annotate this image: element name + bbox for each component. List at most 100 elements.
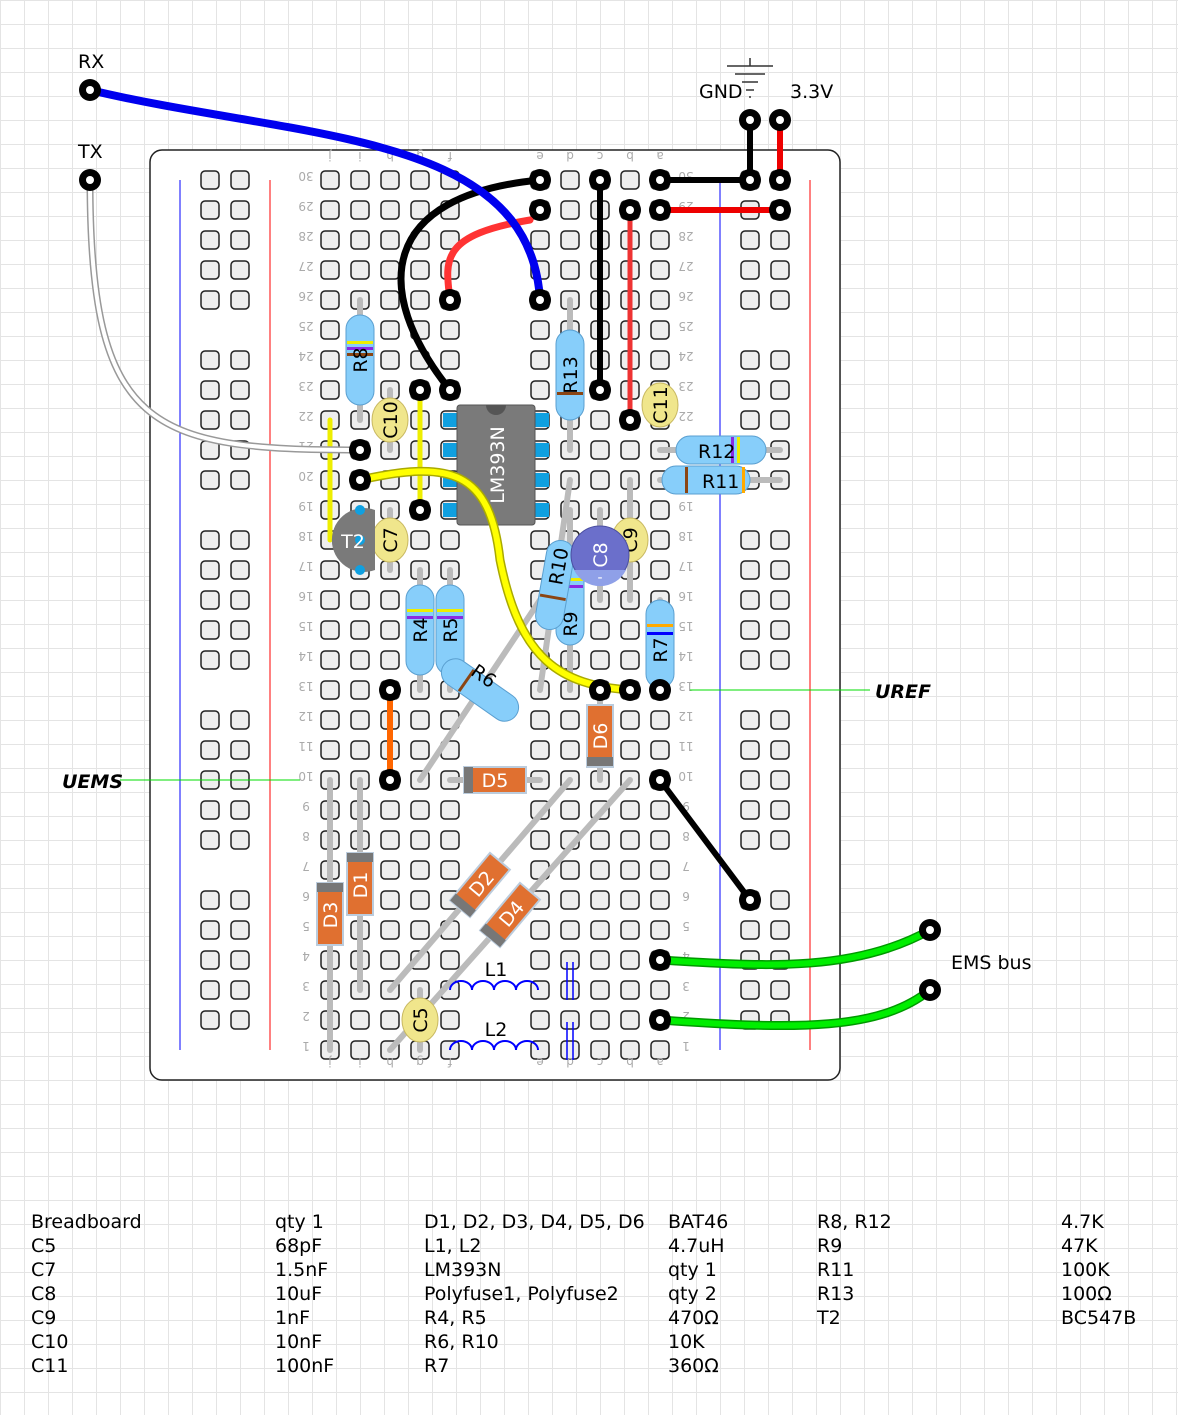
rail-hole[interactable] [230, 470, 250, 490]
resistor-r4[interactable]: R4 [405, 584, 435, 676]
capacitor-c11[interactable]: C11 [641, 382, 679, 428]
breadboard-hole[interactable] [380, 590, 400, 610]
rail-hole[interactable] [740, 980, 760, 1000]
rail-hole[interactable] [200, 980, 220, 1000]
breadboard-hole[interactable] [440, 320, 460, 340]
polyfuse-1[interactable] [566, 962, 574, 1000]
breadboard-hole[interactable] [350, 740, 370, 760]
breadboard-hole[interactable] [650, 230, 670, 250]
inductor-l1[interactable]: L1 [449, 959, 539, 991]
breadboard-hole[interactable] [530, 830, 550, 850]
diode-d6[interactable]: D6 [586, 704, 614, 768]
wire-rx[interactable] [86, 86, 544, 304]
breadboard-hole[interactable] [560, 740, 580, 760]
rail-hole[interactable] [200, 890, 220, 910]
breadboard-hole[interactable] [440, 800, 460, 820]
breadboard-hole[interactable] [590, 440, 610, 460]
ic-lm393n[interactable]: LM393N [443, 404, 549, 526]
rail-hole[interactable] [770, 590, 790, 610]
breadboard-hole[interactable] [590, 980, 610, 1000]
breadboard-hole[interactable] [410, 710, 430, 730]
rail-hole[interactable] [770, 770, 790, 790]
rail-hole[interactable] [740, 230, 760, 250]
breadboard-hole[interactable] [350, 710, 370, 730]
breadboard-hole[interactable] [530, 920, 550, 940]
breadboard-hole[interactable] [650, 530, 670, 550]
resistor-r5[interactable]: R5 [435, 584, 465, 676]
breadboard-hole[interactable] [530, 230, 550, 250]
breadboard-hole[interactable] [560, 920, 580, 940]
breadboard-hole[interactable] [560, 800, 580, 820]
breadboard-hole[interactable] [380, 290, 400, 310]
rail-hole[interactable] [200, 590, 220, 610]
rail-hole[interactable] [740, 650, 760, 670]
breadboard-hole[interactable] [530, 530, 550, 550]
rail-hole[interactable] [770, 290, 790, 310]
breadboard-hole[interactable] [590, 860, 610, 880]
rail-hole[interactable] [200, 830, 220, 850]
rail-hole[interactable] [770, 800, 790, 820]
diode-d3[interactable]: D3 [316, 882, 344, 946]
breadboard-hole[interactable] [320, 260, 340, 280]
breadboard-hole[interactable] [350, 200, 370, 220]
rail-hole[interactable] [200, 200, 220, 220]
breadboard-hole[interactable] [380, 260, 400, 280]
breadboard-hole[interactable] [650, 710, 670, 730]
breadboard-hole[interactable] [560, 200, 580, 220]
breadboard-hole[interactable] [380, 320, 400, 340]
rail-hole[interactable] [230, 260, 250, 280]
rail-hole[interactable] [200, 230, 220, 250]
rail-hole[interactable] [770, 380, 790, 400]
rail-hole[interactable] [200, 620, 220, 640]
rail-hole[interactable] [200, 650, 220, 670]
breadboard-hole[interactable] [620, 710, 640, 730]
breadboard-hole[interactable] [560, 890, 580, 910]
breadboard-hole[interactable] [380, 200, 400, 220]
breadboard-hole[interactable] [350, 1010, 370, 1030]
breadboard-hole[interactable] [320, 170, 340, 190]
resistor-r7[interactable]: R7 [645, 599, 675, 689]
rail-hole[interactable] [200, 290, 220, 310]
resistor-r8[interactable]: R8 [345, 314, 375, 406]
breadboard-hole[interactable] [440, 830, 460, 850]
breadboard-hole[interactable] [380, 950, 400, 970]
breadboard-hole[interactable] [560, 230, 580, 250]
breadboard-hole[interactable] [650, 500, 670, 520]
breadboard-hole[interactable] [410, 290, 430, 310]
rail-hole[interactable] [740, 290, 760, 310]
inductor-l2[interactable]: L2 [449, 1019, 539, 1051]
rail-hole[interactable] [740, 560, 760, 580]
rail-hole[interactable] [740, 410, 760, 430]
breadboard-hole[interactable] [380, 620, 400, 640]
breadboard-hole[interactable] [380, 800, 400, 820]
breadboard-hole[interactable] [560, 1040, 580, 1060]
breadboard-hole[interactable] [440, 530, 460, 550]
rail-hole[interactable] [230, 170, 250, 190]
rail-hole[interactable] [230, 890, 250, 910]
breadboard-hole[interactable] [410, 890, 430, 910]
breadboard-hole[interactable] [410, 740, 430, 760]
rail-hole[interactable] [200, 800, 220, 820]
polyfuse-2[interactable] [566, 1022, 574, 1060]
breadboard-hole[interactable] [440, 950, 460, 970]
breadboard-hole[interactable] [320, 650, 340, 670]
rail-hole[interactable] [770, 620, 790, 640]
breadboard-hole[interactable] [440, 230, 460, 250]
breadboard-hole[interactable] [410, 800, 430, 820]
rail-hole[interactable] [740, 800, 760, 820]
rail-hole[interactable] [230, 1010, 250, 1030]
rail-hole[interactable] [740, 710, 760, 730]
rail-hole[interactable] [230, 530, 250, 550]
breadboard-hole[interactable] [320, 710, 340, 730]
breadboard-hole[interactable] [590, 650, 610, 670]
rail-hole[interactable] [230, 380, 250, 400]
breadboard-hole[interactable] [440, 350, 460, 370]
capacitor-c10[interactable]: C10 [371, 397, 409, 443]
breadboard-hole[interactable] [620, 860, 640, 880]
breadboard-hole[interactable] [410, 860, 430, 880]
breadboard-hole[interactable] [380, 860, 400, 880]
breadboard-hole[interactable] [350, 260, 370, 280]
rail-hole[interactable] [230, 710, 250, 730]
breadboard-hole[interactable] [620, 800, 640, 820]
breadboard-hole[interactable] [650, 830, 670, 850]
